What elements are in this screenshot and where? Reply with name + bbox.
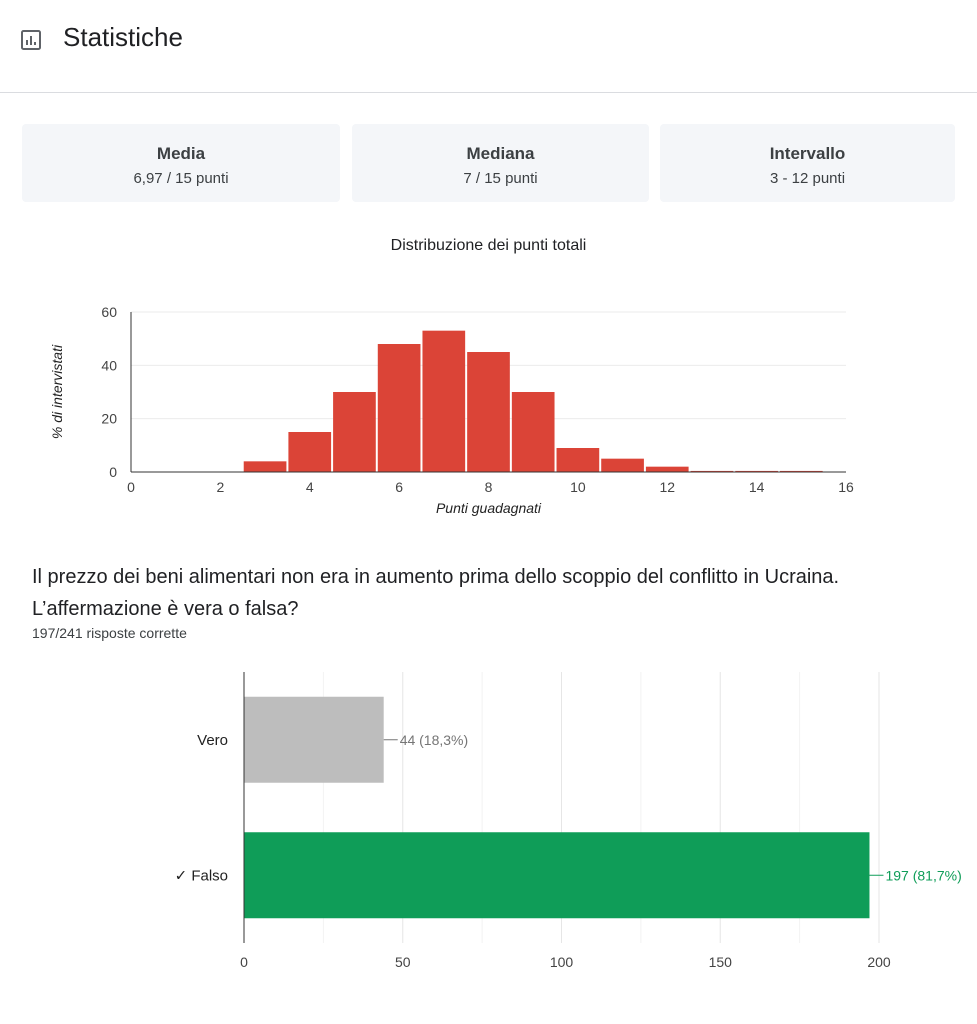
histogram-bar	[333, 392, 376, 472]
answer-bar	[244, 696, 384, 783]
x-tick-label: 0	[240, 954, 248, 970]
stat-label: Intervallo	[769, 144, 846, 163]
stat-value: 6,97 / 15 punti	[133, 170, 229, 187]
histogram-bar	[288, 432, 332, 472]
y-tick-label: 0	[109, 464, 117, 480]
histogram-bar	[601, 458, 644, 472]
stat-label: Media	[156, 144, 206, 163]
correct-answers-count: 197/241 risposte corrette	[32, 625, 187, 641]
x-tick-label: 0	[127, 479, 135, 495]
stat-label: Mediana	[466, 144, 535, 163]
histogram-bar	[779, 470, 823, 472]
x-tick-label: 200	[867, 954, 891, 970]
x-tick-label: 16	[838, 479, 854, 495]
stat-card-range: Intervallo 3 - 12 punti	[660, 124, 955, 202]
stat-value: 7 / 15 punti	[463, 170, 538, 187]
histogram-bar	[645, 466, 689, 472]
x-tick-label: 150	[709, 954, 733, 970]
answer-bar	[244, 832, 870, 919]
histogram-bar	[690, 470, 734, 472]
page-title: Statistiche	[63, 22, 183, 52]
histogram-bar	[422, 330, 466, 472]
x-tick-label: 2	[216, 479, 224, 495]
histogram-bar	[243, 461, 287, 472]
category-label: ✓ Falso	[175, 867, 228, 884]
y-tick-label: 40	[101, 357, 117, 373]
histogram-bar	[467, 352, 510, 472]
y-tick-label: 60	[101, 304, 117, 320]
x-tick-label: 4	[306, 479, 314, 495]
y-axis-label: % di intervistati	[49, 344, 65, 439]
x-tick-label: 10	[570, 479, 586, 495]
x-tick-label: 6	[395, 479, 403, 495]
histogram-title: Distribuzione dei punti totali	[390, 237, 587, 254]
answer-bar-chart: 0 50 100 150 200 Vero 44 (18,3%) ✓ Falso 197 (81…	[175, 672, 962, 970]
x-axis-label: Punti guadagnati	[436, 500, 542, 516]
data-label: 44 (18,3%)	[400, 732, 468, 748]
x-tick-label: 8	[485, 479, 493, 495]
data-label: 197 (81,7%)	[885, 867, 961, 883]
category-label: Vero	[197, 732, 228, 749]
bar-chart-icon	[21, 30, 41, 50]
histogram-bar	[377, 344, 421, 472]
stat-card-mean: Media 6,97 / 15 punti	[22, 124, 340, 202]
stat-card-median: Mediana 7 / 15 punti	[352, 124, 649, 202]
x-tick-label: 14	[749, 479, 765, 495]
histogram-chart: 0 20 40 60 0 2 4 6 8 10 12 14 16 Punti guadagnati % di…	[49, 304, 854, 516]
page-header: Statistiche	[0, 0, 977, 93]
histogram-bar	[511, 392, 555, 472]
x-tick-label: 50	[395, 954, 411, 970]
x-tick-label: 100	[550, 954, 574, 970]
histogram-bar	[735, 470, 778, 472]
stat-value: 3 - 12 punti	[769, 170, 846, 187]
y-tick-label: 20	[101, 411, 117, 427]
histogram-bar	[556, 448, 600, 472]
x-tick-label: 12	[659, 479, 675, 495]
question-text: Il prezzo dei beni alimentari non era in…	[32, 566, 840, 620]
